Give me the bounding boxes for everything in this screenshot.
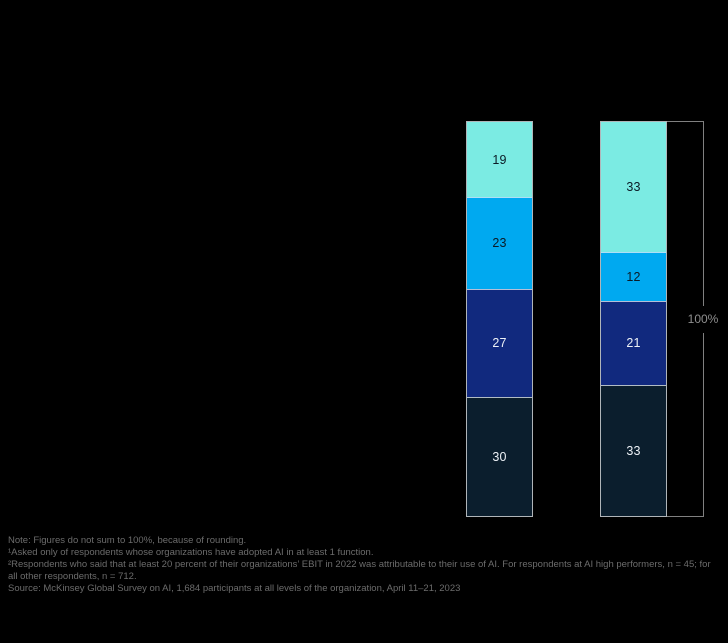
bar-segment-value: 27 (492, 336, 507, 351)
bar-segment-value: 23 (492, 236, 507, 251)
total-bracket-vertical-line-upper (703, 121, 704, 306)
stacked-bar-2: 33 12 21 33 (600, 121, 667, 517)
bar-segment: 19 (467, 122, 532, 198)
bar-segment-value: 21 (626, 336, 641, 351)
total-bracket-top-line (667, 121, 703, 122)
bar-segment-value: 12 (626, 270, 641, 285)
total-bracket-bottom-line (667, 516, 703, 517)
footer-footnote-2: ²Respondents who said that at least 20 p… (8, 559, 711, 582)
bar-segment: 23 (467, 197, 532, 289)
total-bracket-vertical-line-lower (703, 333, 704, 517)
bar-segment-value: 30 (492, 449, 507, 464)
bar-segment: 12 (601, 252, 666, 301)
bar-segment-value: 33 (626, 180, 641, 195)
bar-segment: 33 (601, 384, 666, 516)
footer-note: Note: Figures do not sum to 100%, becaus… (8, 535, 247, 546)
footer-source: Source: McKinsey Global Survey on AI, 1,… (8, 583, 461, 594)
bar-segment: 21 (601, 300, 666, 385)
bar-segment: 33 (601, 122, 666, 253)
bar-segment-value: 19 (492, 152, 507, 167)
bar-segment-value: 33 (626, 443, 641, 458)
bar-segment: 27 (467, 288, 532, 397)
footer-notes: Note: Figures do not sum to 100%, becaus… (8, 535, 720, 595)
footer-footnote-1: ¹Asked only of respondents whose organiz… (8, 547, 374, 558)
stacked-bar-1: 19 23 27 30 (466, 121, 533, 517)
total-bracket-label: 100% (687, 312, 719, 326)
bar-segment: 30 (467, 396, 532, 517)
